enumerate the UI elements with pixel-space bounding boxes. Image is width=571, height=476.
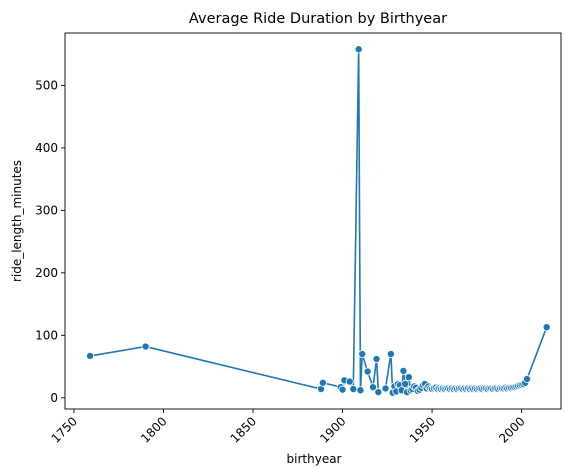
y-axis: 0 100 200 300 400 500: [35, 78, 65, 405]
data-point: [356, 386, 365, 395]
x-tick-label: 1850: [228, 414, 259, 445]
x-tick-label: 1900: [317, 414, 348, 445]
data-point: [381, 384, 390, 393]
plot-frame: [64, 32, 562, 410]
data-point: [141, 342, 150, 351]
series-line: [89, 48, 548, 394]
chart-title: Average Ride Duration by Birthyear: [189, 11, 447, 27]
data-point: [401, 380, 410, 389]
y-axis-label: ride_length_minutes: [10, 160, 24, 282]
data-point: [386, 350, 395, 359]
data-point: [358, 350, 367, 359]
data-point: [86, 351, 95, 360]
y-tick-label: 300: [35, 203, 58, 217]
data-point: [363, 367, 372, 376]
data-point: [349, 385, 358, 394]
y-tick-label: 0: [50, 391, 58, 405]
x-axis-label: birthyear: [287, 452, 342, 466]
x-tick-label: 2000: [496, 414, 527, 445]
data-point: [542, 323, 551, 332]
x-axis: 1750 1800 1850 1900 1950 2000: [49, 409, 528, 446]
y-tick-label: 200: [35, 266, 58, 280]
y-tick-label: 400: [35, 141, 58, 155]
data-point: [354, 45, 363, 54]
y-tick-label: 500: [35, 78, 58, 92]
y-tick-label: 100: [35, 328, 58, 342]
data-point: [368, 383, 377, 392]
data-point: [374, 388, 383, 397]
x-tick-label: 1750: [49, 414, 80, 445]
data-point: [372, 355, 381, 364]
data-point: [399, 366, 408, 375]
data-point: [345, 377, 354, 386]
data-point: [404, 373, 413, 382]
x-tick-label: 1800: [138, 414, 169, 445]
x-tick-label: 1950: [407, 414, 438, 445]
data-point: [338, 385, 347, 394]
data-point: [318, 378, 327, 387]
data-point: [522, 375, 531, 384]
